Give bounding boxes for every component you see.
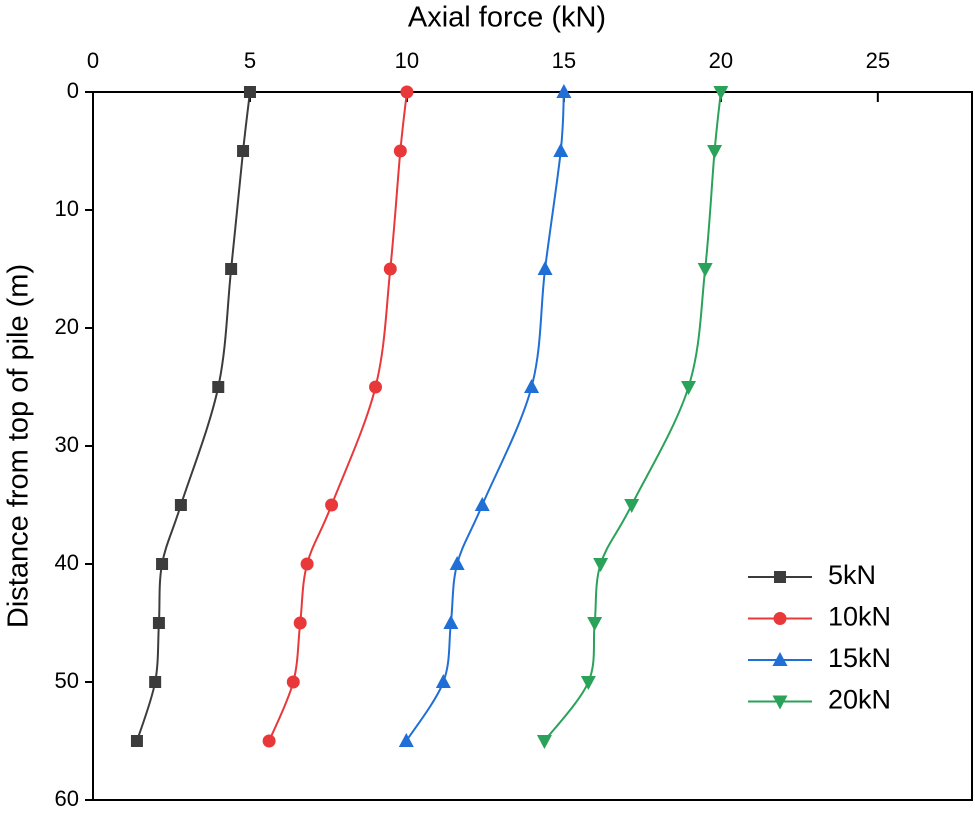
legend-label: 15kN <box>828 643 891 673</box>
y-tick-label: 40 <box>55 550 79 575</box>
legend-marker <box>772 652 788 666</box>
series-line <box>543 91 722 742</box>
marker <box>212 381 225 393</box>
x-tick-label: 10 <box>395 48 419 73</box>
legend-marker <box>772 695 788 710</box>
marker <box>556 84 572 98</box>
marker <box>524 379 540 393</box>
marker <box>443 615 459 629</box>
x-tick-label: 20 <box>709 48 733 73</box>
legend-label: 20kN <box>828 685 891 715</box>
marker <box>398 733 414 747</box>
marker <box>225 263 238 275</box>
marker <box>300 557 314 571</box>
marker <box>474 497 490 511</box>
marker <box>553 143 569 157</box>
marker <box>587 617 603 631</box>
y-tick-label: 20 <box>55 314 79 339</box>
marker <box>369 380 383 394</box>
x-tick-label: 15 <box>552 48 576 73</box>
series-line <box>268 91 408 742</box>
y-tick-label: 50 <box>55 668 79 693</box>
marker <box>393 144 407 158</box>
marker <box>681 381 697 395</box>
marker <box>156 558 169 570</box>
x-axis-title: Axial force (kN) <box>408 2 606 34</box>
y-tick-label: 10 <box>55 196 79 221</box>
marker <box>325 498 339 512</box>
marker <box>624 499 640 513</box>
legend-marker <box>773 612 787 625</box>
marker <box>435 674 451 688</box>
marker <box>243 86 256 98</box>
marker <box>580 676 596 690</box>
marker <box>149 676 162 688</box>
x-tick-label: 25 <box>866 48 890 73</box>
x-tick-label: 0 <box>87 48 99 73</box>
legend-label: 5kN <box>828 560 876 590</box>
marker <box>697 263 713 277</box>
marker <box>400 85 414 99</box>
legend-marker <box>774 571 786 583</box>
marker <box>536 735 552 749</box>
marker <box>152 617 165 629</box>
marker <box>293 616 307 630</box>
y-axis-title: Distance from top of pile (m) <box>3 264 35 628</box>
marker <box>593 558 609 572</box>
y-tick-label: 60 <box>55 786 79 811</box>
x-tick-label: 5 <box>244 48 256 73</box>
legend-label: 10kN <box>828 602 891 632</box>
marker <box>707 145 723 159</box>
marker <box>237 145 250 157</box>
marker <box>286 675 300 689</box>
series-line <box>405 91 565 742</box>
marker <box>537 261 553 275</box>
y-tick-label: 0 <box>67 78 79 103</box>
marker <box>383 262 397 276</box>
y-tick-label: 30 <box>55 432 79 457</box>
marker <box>262 734 276 748</box>
marker <box>174 499 187 511</box>
marker <box>713 86 729 100</box>
marker <box>449 556 465 570</box>
marker <box>130 735 143 747</box>
series-line <box>135 91 251 742</box>
